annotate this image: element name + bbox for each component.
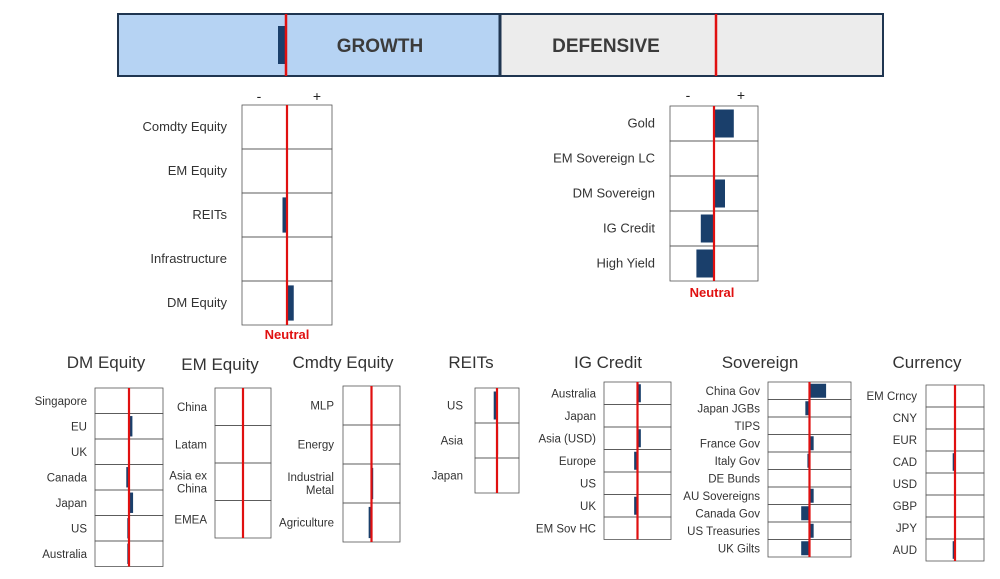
em-equity-label: Latam <box>175 439 207 451</box>
currency-label: EM Crncy <box>867 391 918 403</box>
sovereign-label: China Gov <box>706 386 761 398</box>
defensive-minus: - <box>686 87 691 103</box>
currency-title: Currency <box>893 353 962 372</box>
cmdty-equity-label: Agriculture <box>279 518 334 530</box>
sovereign-label: TIPS <box>734 421 760 433</box>
currency-label: USD <box>893 479 917 491</box>
growth-label: Comdty Equity <box>142 119 227 134</box>
currency-label: EUR <box>893 435 917 447</box>
dm-equity-label: Singapore <box>35 396 87 408</box>
currency-label: AUD <box>893 545 917 557</box>
ig-credit-label: Japan <box>565 411 596 423</box>
ig-credit-label: US <box>580 478 596 490</box>
dm-equity-label: UK <box>71 447 87 459</box>
em-equity-label: EMEA <box>174 514 207 526</box>
defensive-label: Gold <box>628 116 655 131</box>
growth-position-marker <box>278 26 286 64</box>
growth-bar <box>287 285 294 321</box>
cmdty-equity-label: Industrial Metal <box>287 472 334 497</box>
defensive-label: DEFENSIVE <box>552 36 660 57</box>
defensive-neutral-text: Neutral <box>690 285 735 300</box>
growth-label: Infrastructure <box>150 251 227 266</box>
ig-credit-title: IG Credit <box>574 353 642 372</box>
ig-credit-bar <box>634 496 638 515</box>
growth-label: REITs <box>192 207 227 222</box>
currency-label: JPY <box>896 523 917 535</box>
sovereign-bar <box>809 488 814 503</box>
ig-credit-bar <box>637 429 641 448</box>
sovereign-label: Japan JGBs <box>697 403 760 415</box>
currency-bar <box>952 453 955 471</box>
defensive-label: IG Credit <box>603 221 655 236</box>
dm-equity-label: Canada <box>47 472 88 484</box>
reits-label: Asia <box>441 436 464 448</box>
sovereign-label: France Gov <box>700 438 760 450</box>
defensive-label: DM Sovereign <box>573 186 655 201</box>
ig-credit-label: Europe <box>559 456 596 468</box>
growth-plus: + <box>313 88 321 104</box>
sovereign-label: DE Bunds <box>708 473 760 485</box>
currency-bar <box>952 541 955 559</box>
sovereign-label: US Treasuries <box>687 526 760 538</box>
dm-equity-bar <box>129 492 134 513</box>
ig-credit-bar <box>634 451 638 470</box>
sovereign-bar <box>809 436 814 451</box>
dm-equity-title: DM Equity <box>67 353 146 372</box>
defensive-bar <box>700 214 714 243</box>
ig-credit-bar <box>637 384 641 403</box>
defensive-label: EM Sovereign LC <box>553 151 655 166</box>
reits-label: Japan <box>432 471 463 483</box>
defensive-plus: + <box>737 87 745 103</box>
sovereign-bar <box>809 383 827 398</box>
sovereign-label: Canada Gov <box>695 508 760 520</box>
sovereign-bar <box>805 401 810 416</box>
sovereign-bar <box>809 523 814 538</box>
dm-equity-bar <box>129 416 133 437</box>
defensive-bar <box>696 249 714 278</box>
growth-label: EM Equity <box>168 163 228 178</box>
reits-label: US <box>447 401 463 413</box>
cmdty-equity-bar <box>368 506 372 539</box>
growth-label: DM Equity <box>167 295 227 310</box>
growth-banner <box>117 13 501 77</box>
currency-label: GBP <box>893 501 918 513</box>
currency-label: CNY <box>893 413 918 425</box>
reits-title: REITs <box>448 353 493 372</box>
cmdty-equity-title: Cmdty Equity <box>292 353 394 372</box>
growth-minus: - <box>257 88 262 104</box>
sovereign-title: Sovereign <box>722 353 799 372</box>
cmdty-equity-label: MLP <box>310 401 334 413</box>
ig-credit-label: Asia (USD) <box>538 433 596 445</box>
dm-equity-label: Japan <box>56 498 87 510</box>
defensive-bar <box>714 109 734 138</box>
dm-equity-bar <box>126 467 129 488</box>
defensive-banner <box>499 13 884 77</box>
ig-credit-label: Australia <box>551 388 596 400</box>
sovereign-label: Italy Gov <box>715 456 761 468</box>
defensive-label: High Yield <box>596 256 655 271</box>
em-equity-label: China <box>177 402 208 414</box>
dm-equity-label: US <box>71 523 87 535</box>
em-equity-label: Asia ex China <box>169 470 207 495</box>
defensive-bar <box>714 179 725 208</box>
growth-neutral-text: Neutral <box>265 327 310 342</box>
dm-equity-label: Australia <box>42 549 87 561</box>
sovereign-label: UK Gilts <box>718 543 760 555</box>
sovereign-bar <box>801 506 810 521</box>
ig-credit-label: EM Sov HC <box>536 523 596 535</box>
growth-bar <box>282 197 287 233</box>
currency-label: CAD <box>893 457 917 469</box>
growth-label: GROWTH <box>337 36 424 57</box>
dm-equity-label: EU <box>71 421 87 433</box>
cmdty-equity-label: Energy <box>298 440 335 452</box>
sovereign-label: AU Sovereigns <box>683 491 760 503</box>
ig-credit-label: UK <box>580 501 596 513</box>
reits-bar <box>493 391 497 420</box>
em-equity-title: EM Equity <box>181 355 259 374</box>
sovereign-bar <box>801 541 810 556</box>
